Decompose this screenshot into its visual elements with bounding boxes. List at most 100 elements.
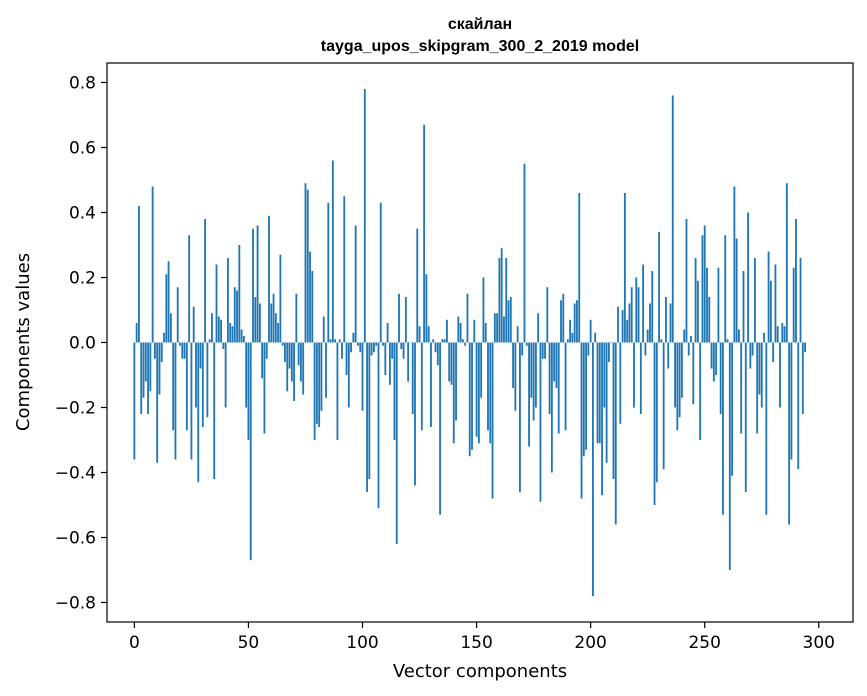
bar-154 bbox=[484, 323, 487, 343]
bar-275 bbox=[760, 342, 763, 408]
bar-185 bbox=[555, 342, 558, 388]
bar-126 bbox=[420, 342, 423, 431]
bar-61 bbox=[272, 293, 275, 343]
bar-268 bbox=[744, 342, 747, 492]
bar-187 bbox=[560, 300, 562, 343]
bar-32 bbox=[206, 342, 209, 418]
x-tick-label: 300 bbox=[803, 633, 835, 653]
bar-128 bbox=[425, 274, 428, 343]
bar-226 bbox=[649, 303, 651, 343]
bar-199 bbox=[587, 342, 590, 356]
bar-231 bbox=[660, 339, 663, 343]
bar-141 bbox=[455, 342, 457, 421]
bar-81 bbox=[318, 342, 321, 427]
bar-99 bbox=[359, 342, 362, 353]
bar-64 bbox=[279, 254, 282, 343]
bar-93 bbox=[345, 342, 348, 375]
bar-287 bbox=[788, 342, 791, 525]
bar-149 bbox=[473, 319, 476, 343]
bar-107 bbox=[377, 342, 380, 509]
bar-89 bbox=[336, 342, 339, 440]
bar-263 bbox=[733, 186, 736, 343]
bar-136 bbox=[443, 339, 446, 343]
bar-7 bbox=[149, 342, 152, 392]
bar-77 bbox=[309, 251, 311, 343]
bar-134 bbox=[439, 342, 441, 515]
bar-24 bbox=[188, 235, 191, 343]
bar-148 bbox=[471, 342, 473, 450]
bar-152 bbox=[480, 342, 483, 398]
bar-86 bbox=[329, 339, 332, 343]
bar-251 bbox=[706, 267, 708, 343]
bar-196 bbox=[580, 342, 583, 499]
bar-203 bbox=[596, 342, 599, 444]
x-tick-label: 250 bbox=[688, 633, 720, 653]
bar-60 bbox=[270, 303, 273, 343]
bar-163 bbox=[505, 258, 508, 343]
bar-244 bbox=[690, 336, 692, 343]
bar-205 bbox=[601, 342, 603, 496]
bar-146 bbox=[466, 293, 469, 343]
y-tick-label: −0.8 bbox=[55, 594, 96, 614]
bar-18 bbox=[174, 342, 177, 460]
bar-56 bbox=[261, 342, 264, 379]
bar-233 bbox=[665, 297, 667, 343]
bar-177 bbox=[537, 313, 540, 343]
bar-125 bbox=[418, 326, 421, 343]
bar-190 bbox=[566, 339, 569, 343]
bar-44 bbox=[233, 287, 236, 343]
bar-195 bbox=[578, 193, 581, 343]
bar-103 bbox=[368, 342, 371, 479]
bar-15 bbox=[167, 261, 170, 343]
bar-229 bbox=[655, 342, 658, 483]
bar-35 bbox=[213, 342, 216, 479]
bar-13 bbox=[163, 332, 165, 343]
bar-293 bbox=[801, 342, 804, 414]
bar-105 bbox=[373, 342, 375, 353]
bar-108 bbox=[379, 202, 382, 343]
bar-11 bbox=[158, 342, 161, 395]
bar-175 bbox=[532, 342, 535, 421]
y-tick-label: 0.4 bbox=[69, 204, 96, 224]
bar-40 bbox=[224, 342, 227, 408]
bar-65 bbox=[281, 342, 284, 346]
bar-116 bbox=[398, 293, 400, 343]
bar-67 bbox=[286, 342, 289, 392]
x-tick-label: 150 bbox=[460, 633, 492, 653]
bar-216 bbox=[626, 319, 629, 343]
bar-234 bbox=[667, 342, 670, 369]
bar-160 bbox=[498, 258, 501, 343]
bar-166 bbox=[512, 342, 514, 388]
bar-19 bbox=[176, 287, 179, 343]
bar-161 bbox=[500, 248, 503, 343]
bar-182 bbox=[548, 342, 551, 414]
bar-290 bbox=[795, 219, 797, 343]
bar-266 bbox=[740, 342, 743, 434]
bar-254 bbox=[712, 342, 715, 382]
bar-197 bbox=[582, 342, 585, 457]
bar-253 bbox=[710, 342, 713, 369]
bar-273 bbox=[756, 342, 759, 434]
bar-84 bbox=[325, 342, 327, 398]
bar-51 bbox=[249, 342, 252, 561]
bar-139 bbox=[450, 342, 453, 385]
bar-48 bbox=[242, 336, 245, 343]
bar-132 bbox=[434, 342, 437, 353]
bar-78 bbox=[311, 271, 314, 343]
bar-210 bbox=[612, 342, 615, 479]
bar-204 bbox=[598, 342, 601, 444]
bar-283 bbox=[779, 342, 781, 408]
x-tick-label: 100 bbox=[346, 633, 378, 653]
bar-184 bbox=[553, 342, 556, 382]
bar-43 bbox=[231, 326, 234, 343]
bar-224 bbox=[644, 342, 647, 356]
x-axis-ticks: 0 50 100 150 200 250 300 bbox=[129, 622, 835, 653]
bar-189 bbox=[564, 342, 567, 431]
bar-41 bbox=[227, 258, 229, 343]
y-tick-label: 0.0 bbox=[69, 334, 96, 354]
bar-131 bbox=[432, 339, 435, 343]
bar-100 bbox=[361, 342, 364, 411]
bar-248 bbox=[699, 342, 702, 440]
bar-74 bbox=[302, 342, 305, 395]
bar-188 bbox=[562, 293, 565, 343]
